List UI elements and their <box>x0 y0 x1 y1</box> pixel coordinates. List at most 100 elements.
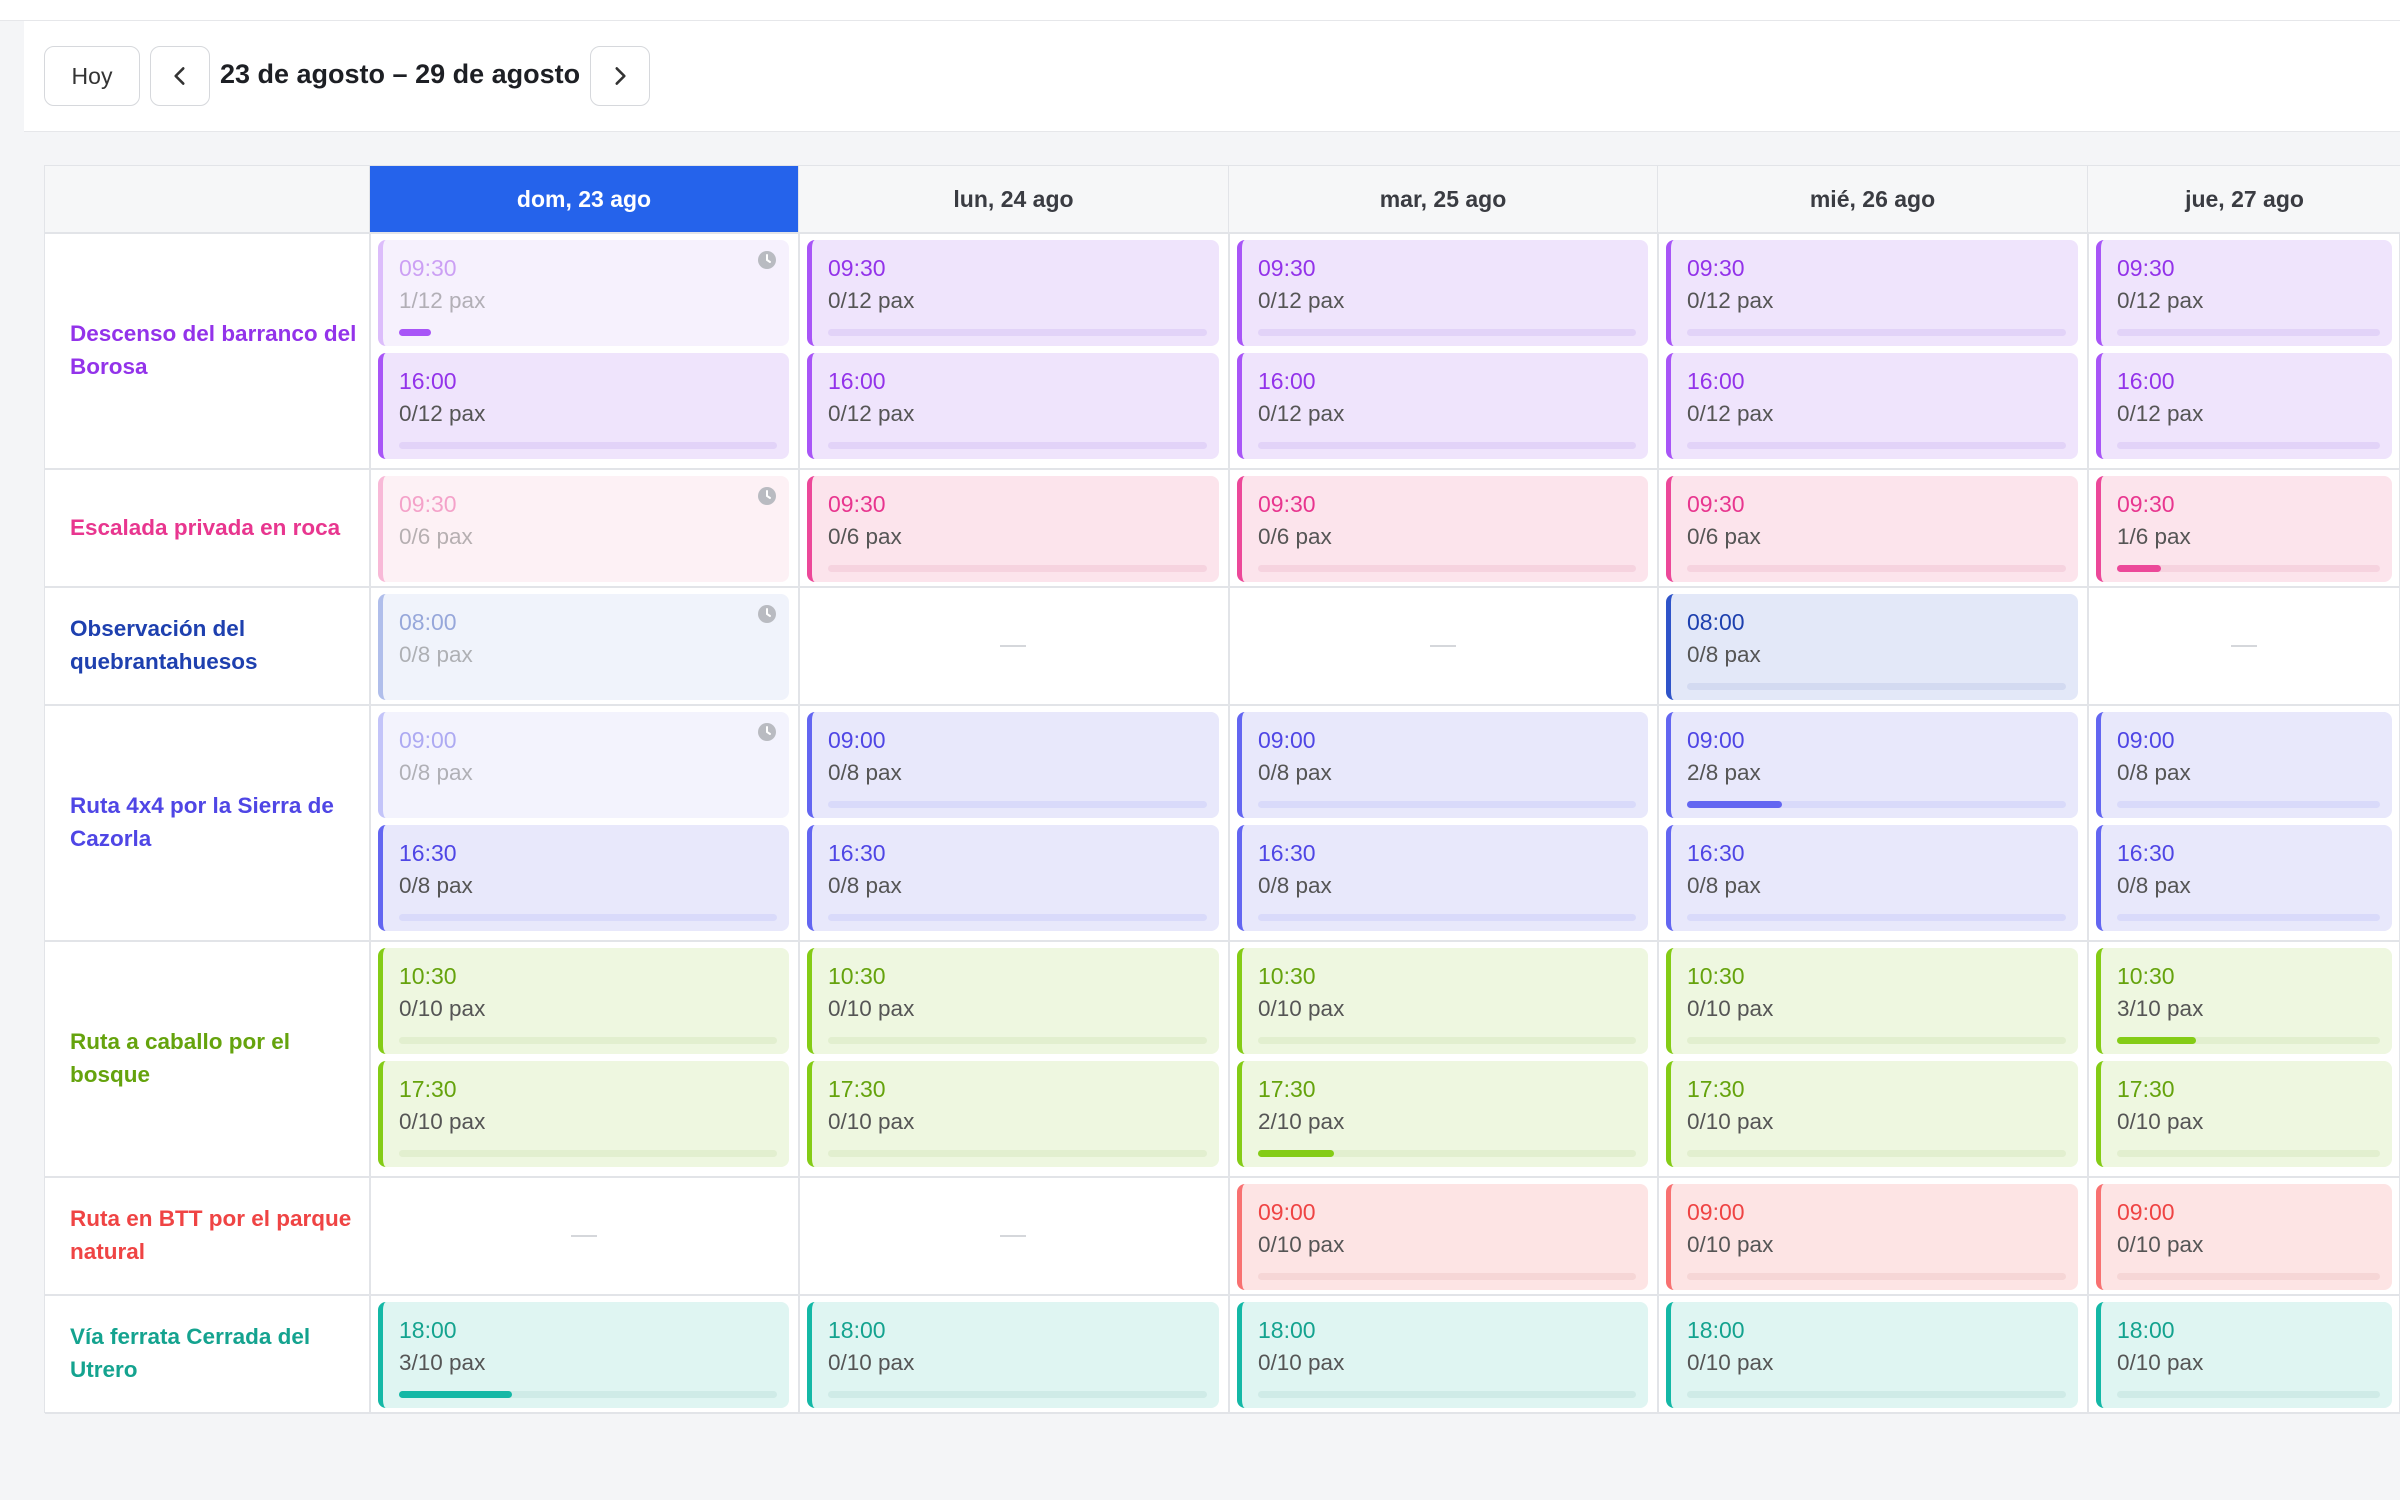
slot-pax: 0/8 pax <box>399 760 473 785</box>
time-slot[interactable]: 10:30 0/10 pax <box>378 948 789 1054</box>
today-button[interactable]: Hoy <box>44 46 140 106</box>
clock-icon <box>758 487 776 505</box>
slot-time: 10:30 <box>399 963 457 989</box>
slot-time: 09:30 <box>399 255 457 281</box>
slot-pax: 3/10 pax <box>399 1350 486 1375</box>
time-slot[interactable]: 09:30 0/12 pax <box>1237 240 1648 346</box>
slot-time: 09:00 <box>1258 1199 1316 1225</box>
time-slot[interactable]: 09:30 0/6 pax <box>378 476 789 582</box>
time-slot[interactable]: 10:30 0/10 pax <box>807 948 1219 1054</box>
time-slot[interactable]: 16:00 0/12 pax <box>1666 353 2078 459</box>
row-divider <box>45 1294 2400 1296</box>
calendar-toolbar: Hoy 23 de agosto – 29 de agosto <box>24 21 2400 132</box>
occupancy-bar <box>399 442 777 449</box>
time-slot[interactable]: 18:00 0/10 pax <box>2096 1302 2392 1408</box>
slot-time: 09:30 <box>399 491 457 517</box>
next-week-button[interactable] <box>590 46 650 106</box>
time-slot[interactable]: 18:00 0/10 pax <box>1237 1302 1648 1408</box>
activity-label[interactable]: Vía ferrata Cerrada del Utrero <box>70 1324 311 1382</box>
time-slot[interactable]: 10:30 0/10 pax <box>1237 948 1648 1054</box>
empty-cell-dash <box>2231 645 2257 647</box>
slot-time: 09:30 <box>2117 491 2175 517</box>
time-slot[interactable]: 17:30 0/10 pax <box>378 1061 789 1167</box>
time-slot[interactable]: 18:00 0/10 pax <box>807 1302 1219 1408</box>
time-slot[interactable]: 16:30 0/8 pax <box>2096 825 2392 931</box>
activity-label[interactable]: Ruta en BTT por el parque natural <box>70 1206 352 1264</box>
time-slot[interactable]: 09:00 2/8 pax <box>1666 712 2078 818</box>
time-slot[interactable]: 10:30 3/10 pax <box>2096 948 2392 1054</box>
slot-pax: 0/10 pax <box>2117 1232 2204 1257</box>
slot-time: 09:00 <box>1258 727 1316 753</box>
time-slot[interactable]: 16:00 0/12 pax <box>807 353 1219 459</box>
occupancy-bar <box>399 801 777 808</box>
column-divider <box>798 232 800 1412</box>
time-slot[interactable]: 09:30 0/6 pax <box>1237 476 1648 582</box>
time-slot[interactable]: 09:30 1/6 pax <box>2096 476 2392 582</box>
activity-label[interactable]: Ruta a caballo por el bosque <box>70 1029 291 1087</box>
slot-pax: 0/6 pax <box>1687 524 1761 549</box>
slot-time: 09:30 <box>1258 491 1316 517</box>
slot-pax: 0/6 pax <box>828 524 902 549</box>
time-slot[interactable]: 09:00 0/10 pax <box>1237 1184 1648 1290</box>
occupancy-bar <box>1687 1037 2066 1044</box>
time-slot[interactable]: 09:00 0/8 pax <box>378 712 789 818</box>
time-slot[interactable]: 16:30 0/8 pax <box>1666 825 2078 931</box>
occupancy-bar <box>1687 801 2066 808</box>
time-slot[interactable]: 09:30 0/6 pax <box>807 476 1219 582</box>
day-header[interactable]: mié, 26 ago <box>1657 166 2087 232</box>
availability-calendar-grid: dom, 23 ago lun, 24 ago mar, 25 ago mié, 26… <box>44 165 2400 1414</box>
day-header[interactable]: dom, 23 ago <box>369 166 798 232</box>
activity-label[interactable]: Descenso del barranco del Borosa <box>70 321 357 379</box>
time-slot[interactable]: 16:00 0/12 pax <box>1237 353 1648 459</box>
time-slot[interactable]: 16:00 0/12 pax <box>378 353 789 459</box>
time-slot[interactable]: 09:30 0/12 pax <box>807 240 1219 346</box>
day-header[interactable]: mar, 25 ago <box>1228 166 1657 232</box>
time-slot[interactable]: 09:00 0/10 pax <box>1666 1184 2078 1290</box>
time-slot[interactable]: 08:00 0/8 pax <box>1666 594 2078 700</box>
slot-time: 09:00 <box>399 727 457 753</box>
activity-label[interactable]: Observación del quebrantahuesos <box>70 616 258 674</box>
time-slot[interactable]: 18:00 0/10 pax <box>1666 1302 2078 1408</box>
clock-icon <box>758 605 776 623</box>
slot-pax: 0/8 pax <box>2117 873 2191 898</box>
slot-pax: 0/10 pax <box>1258 1232 1345 1257</box>
activity-label[interactable]: Ruta 4x4 por la Sierra de Cazorla <box>70 793 334 851</box>
day-header[interactable]: lun, 24 ago <box>798 166 1228 232</box>
day-header[interactable]: jue, 27 ago <box>2087 166 2400 232</box>
time-slot[interactable]: 09:30 0/12 pax <box>2096 240 2392 346</box>
empty-cell-dash <box>1429 645 1456 647</box>
slot-pax: 0/12 pax <box>1687 401 1774 426</box>
time-slot[interactable]: 17:30 2/10 pax <box>1237 1061 1648 1167</box>
time-slot[interactable]: 16:00 0/12 pax <box>2096 353 2392 459</box>
time-slot[interactable]: 09:00 0/8 pax <box>2096 712 2392 818</box>
time-slot[interactable]: 18:00 3/10 pax <box>378 1302 789 1408</box>
previous-week-button[interactable] <box>150 46 210 106</box>
time-slot[interactable]: 09:00 0/8 pax <box>807 712 1219 818</box>
row-divider <box>45 1176 2400 1178</box>
time-slot[interactable]: 09:30 0/6 pax <box>1666 476 2078 582</box>
time-slot[interactable]: 16:30 0/8 pax <box>1237 825 1648 931</box>
time-slot[interactable]: 17:30 0/10 pax <box>2096 1061 2392 1167</box>
slot-time: 09:00 <box>1687 1199 1745 1225</box>
time-slot[interactable]: 09:30 0/12 pax <box>1666 240 2078 346</box>
occupancy-bar <box>2117 914 2380 921</box>
time-slot[interactable]: 17:30 0/10 pax <box>1666 1061 2078 1167</box>
occupancy-bar <box>1258 801 1636 808</box>
time-slot[interactable]: 08:00 0/8 pax <box>378 594 789 700</box>
time-slot[interactable]: 17:30 0/10 pax <box>807 1061 1219 1167</box>
time-slot[interactable]: 10:30 0/10 pax <box>1666 948 2078 1054</box>
time-slot[interactable]: 09:00 0/8 pax <box>1237 712 1648 818</box>
slot-time: 18:00 <box>828 1317 886 1343</box>
occupancy-bar <box>1687 683 2066 690</box>
column-divider <box>369 232 371 1412</box>
time-slot[interactable]: 09:00 0/10 pax <box>2096 1184 2392 1290</box>
slot-time: 09:00 <box>2117 727 2175 753</box>
time-slot[interactable]: 16:30 0/8 pax <box>378 825 789 931</box>
slot-pax: 0/8 pax <box>1258 873 1332 898</box>
slot-pax: 0/10 pax <box>1687 996 1774 1021</box>
slot-time: 17:30 <box>828 1076 886 1102</box>
time-slot[interactable]: 09:30 1/12 pax <box>378 240 789 346</box>
time-slot[interactable]: 16:30 0/8 pax <box>807 825 1219 931</box>
activity-label[interactable]: Escalada privada en roca <box>70 514 341 540</box>
slot-time: 16:30 <box>1687 840 1745 866</box>
